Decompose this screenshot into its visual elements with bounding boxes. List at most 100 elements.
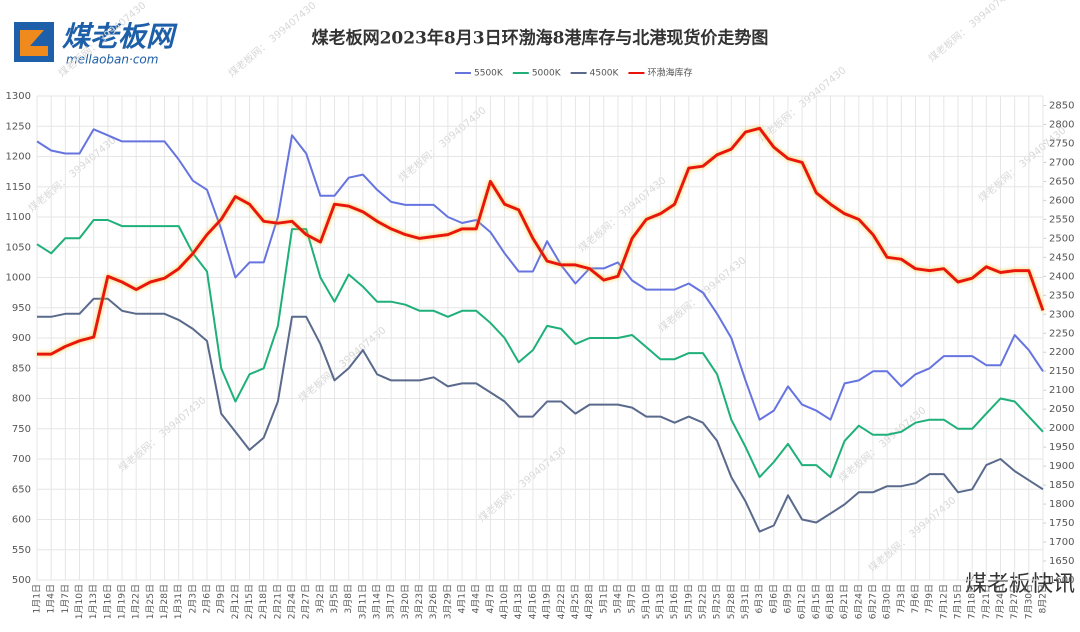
x-tick-label: 6月3日 bbox=[754, 584, 765, 613]
y2-tick-label: 2600 bbox=[1049, 195, 1074, 206]
x-tick-label: 5月19日 bbox=[683, 584, 694, 619]
x-tick-label: 2月12日 bbox=[230, 584, 241, 619]
x-tick-label: 6月24日 bbox=[853, 584, 864, 619]
x-tick-label: 4月22日 bbox=[556, 584, 567, 619]
x-tick-label: 7月21日 bbox=[981, 584, 992, 619]
y2-tick-label: 1950 bbox=[1049, 442, 1074, 453]
logo: 煤老板网 mellaoban·com bbox=[14, 20, 178, 67]
y2-tick-label: 2650 bbox=[1049, 176, 1074, 187]
x-tick-label: 6月15日 bbox=[811, 584, 822, 619]
legend-label: 5000K bbox=[532, 69, 562, 79]
x-tick-label: 3月8日 bbox=[343, 584, 354, 613]
y2-tick-label: 2000 bbox=[1049, 423, 1074, 434]
legend-label: 5500K bbox=[474, 69, 504, 79]
x-tick-label: 4月7日 bbox=[485, 584, 496, 613]
y-tick-label: 1100 bbox=[6, 212, 31, 223]
x-tick-label: 8月2日 bbox=[1038, 584, 1049, 613]
y2-tick-label: 2150 bbox=[1049, 366, 1074, 377]
y-tick-label: 550 bbox=[12, 545, 31, 556]
logo-mark bbox=[20, 30, 48, 56]
y2-tick-label: 1600 bbox=[1049, 575, 1074, 586]
watermark: 煤老板网： 399407430 bbox=[296, 324, 389, 405]
x-tick-label: 4月28日 bbox=[584, 584, 595, 619]
series-line bbox=[36, 128, 1044, 421]
watermark: 煤老板网： 399407430 bbox=[116, 394, 209, 475]
x-tick-label: 4月10日 bbox=[499, 584, 510, 619]
footer-brand: 煤老板快讯 bbox=[965, 572, 1075, 597]
x-tick-label: 5月25日 bbox=[712, 584, 723, 619]
x-tick-label: 1月16日 bbox=[102, 584, 113, 619]
x-tick-label: 2月18日 bbox=[258, 584, 269, 619]
watermark: 煤老板网： 399407430 bbox=[866, 494, 959, 575]
watermark: 煤老板网： 399407430 bbox=[26, 134, 119, 215]
y2-tick-label: 2200 bbox=[1049, 347, 1074, 358]
x-tick-label: 2月6日 bbox=[202, 584, 213, 613]
y-tick-label: 850 bbox=[12, 363, 31, 374]
x-tick-label: 6月30日 bbox=[882, 584, 893, 619]
legend-label: 环渤海库存 bbox=[647, 67, 692, 79]
x-tick-label: 7月30日 bbox=[1023, 584, 1034, 619]
x-tick-label: 7月3日 bbox=[896, 584, 907, 613]
y2-tick-label: 1700 bbox=[1049, 537, 1074, 548]
x-tick-label: 7月9日 bbox=[924, 584, 935, 613]
chart-title: 煤老板网2023年8月3日环渤海8港库存与北港现货价走势图 bbox=[312, 28, 769, 49]
y-tick-label: 1050 bbox=[6, 242, 31, 253]
x-tick-label: 5月10日 bbox=[641, 584, 652, 619]
y2-tick-label: 1650 bbox=[1049, 556, 1074, 567]
x-tick-label: 2月9日 bbox=[216, 584, 227, 613]
watermark: 煤老板网： 399407430 bbox=[656, 254, 749, 335]
x-tick-label: 1月13日 bbox=[88, 584, 99, 619]
watermark: 煤老板网： 399407430 bbox=[926, 0, 1019, 65]
x-tick-label: 3月2日 bbox=[315, 584, 326, 613]
x-tick-label: 1月7日 bbox=[60, 584, 71, 613]
y-tick-label: 1300 bbox=[6, 91, 31, 102]
x-tick-label: 1月28日 bbox=[159, 584, 170, 619]
y2-tick-label: 2850 bbox=[1049, 100, 1074, 111]
x-tick-label: 2月24日 bbox=[287, 584, 298, 619]
watermark: 煤老板网： 399407430 bbox=[476, 444, 569, 525]
x-tick-label: 6月27日 bbox=[867, 584, 878, 619]
y2-tick-label: 2550 bbox=[1049, 214, 1074, 225]
x-tick-label: 6月18日 bbox=[825, 584, 836, 619]
y-tick-label: 800 bbox=[12, 394, 31, 405]
x-tick-label: 2月15日 bbox=[244, 584, 255, 619]
y2-tick-label: 1800 bbox=[1049, 499, 1074, 510]
y2-tick-label: 2400 bbox=[1049, 271, 1074, 282]
x-tick-label: 4月1日 bbox=[457, 584, 468, 613]
x-tick-label: 6月12日 bbox=[797, 584, 808, 619]
x-tick-label: 6月6日 bbox=[768, 584, 779, 613]
y-tick-label: 1200 bbox=[6, 152, 31, 163]
y-tick-label: 950 bbox=[12, 303, 31, 314]
x-tick-label: 7月15日 bbox=[952, 584, 963, 619]
y2-tick-label: 2700 bbox=[1049, 157, 1074, 168]
y-tick-label: 1000 bbox=[6, 273, 31, 284]
x-tick-label: 7月6日 bbox=[910, 584, 921, 613]
series-line bbox=[36, 219, 1044, 479]
y2-tick-label: 2750 bbox=[1049, 138, 1074, 149]
x-tick-label: 4月13日 bbox=[513, 584, 524, 619]
series-line bbox=[37, 297, 1044, 533]
x-tick-label: 1月22日 bbox=[131, 584, 142, 619]
x-tick-label: 4月16日 bbox=[527, 584, 538, 619]
x-tick-label: 5月28日 bbox=[726, 584, 737, 619]
y2-tick-label: 2300 bbox=[1049, 309, 1074, 320]
x-tick-label: 1月31日 bbox=[173, 584, 184, 619]
x-tick-label: 3月26日 bbox=[428, 584, 439, 619]
y-tick-label: 600 bbox=[12, 515, 31, 526]
x-tick-label: 6月9日 bbox=[782, 584, 793, 613]
x-tick-label: 1月1日 bbox=[32, 584, 43, 613]
y-tick-label: 1250 bbox=[6, 121, 31, 132]
y-tick-label: 700 bbox=[12, 454, 31, 465]
y-tick-label: 650 bbox=[12, 484, 31, 495]
x-tick-label: 6月21日 bbox=[839, 584, 850, 619]
legend-label: 4500K bbox=[590, 69, 620, 79]
x-tick-label: 1月19日 bbox=[117, 584, 128, 619]
x-tick-label: 5月7日 bbox=[627, 584, 638, 613]
y2-tick-label: 2250 bbox=[1049, 328, 1074, 339]
x-tick-label: 1月25日 bbox=[145, 584, 156, 619]
y2-tick-label: 2500 bbox=[1049, 233, 1074, 244]
x-tick-label: 3月11日 bbox=[357, 584, 368, 619]
x-tick-label: 2月3日 bbox=[187, 584, 198, 613]
watermark: 煤老板网： 399407430 bbox=[836, 404, 929, 485]
y-tick-label: 900 bbox=[12, 333, 31, 344]
